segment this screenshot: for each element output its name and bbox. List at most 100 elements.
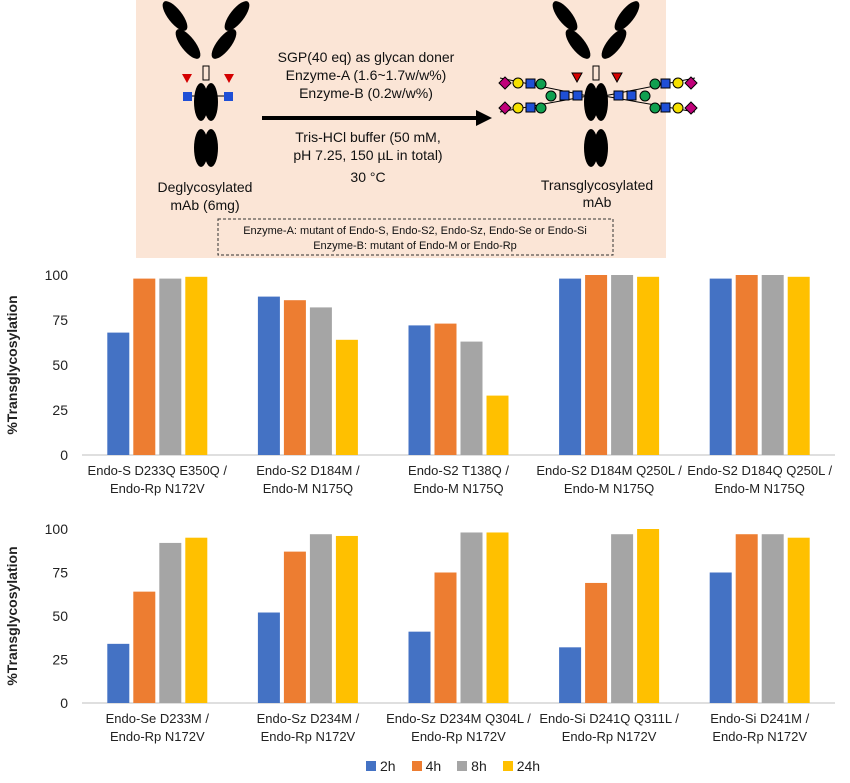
enzyme-note-line-1: Enzyme-A: mutant of Endo-S, Endo-S2, End… (243, 225, 587, 237)
bar-4h-3 (585, 275, 608, 455)
bar-2h-4 (709, 278, 732, 455)
bar-8h-2 (460, 532, 483, 703)
left-antibody-label-1: Deglycosylated (158, 179, 253, 195)
x-tick-label: Endo-Sz D234M Q304L / (386, 711, 531, 726)
bar-24h-3 (637, 276, 660, 455)
bar-8h-2 (460, 341, 483, 455)
y-tick-label: 0 (60, 695, 68, 711)
y-axis-label: %Transglycosylation (4, 546, 20, 685)
x-tick-label: Endo-Rp N172V (562, 729, 657, 744)
legend-item-2h: 2h (366, 758, 396, 774)
bar-4h-1 (283, 300, 306, 455)
x-tick-label: Endo-Se D233M / (106, 711, 210, 726)
bar-24h-2 (486, 395, 509, 455)
x-tick-label: Endo-M N175Q (715, 481, 805, 496)
enzyme-note-line-2: Enzyme-B: mutant of Endo-M or Endo-Rp (313, 240, 517, 252)
bar-2h-2 (408, 631, 431, 703)
legend-item-24h: 24h (502, 758, 540, 774)
bar-2h-3 (559, 278, 582, 455)
y-tick-label: 50 (52, 357, 68, 373)
bar-2h-2 (408, 325, 431, 455)
y-tick-label: 25 (52, 652, 68, 668)
right-antibody-label-2: mAb (583, 194, 612, 210)
bar-2h-0 (107, 643, 130, 703)
bar-chart-bottom: 0 25 50 75 100 %Transglycosylation Endo-Se D23… (4, 521, 835, 744)
bar-8h-4 (761, 534, 784, 703)
legend-item-4h: 4h (411, 758, 442, 774)
right-glycan-icons (498, 72, 698, 115)
bar-2h-4 (709, 572, 732, 703)
y-tick-label: 25 (52, 402, 68, 418)
legend-label: 2h (380, 758, 396, 774)
legend-swatch (457, 761, 468, 771)
x-tick-label: Endo-M N175Q (263, 481, 353, 496)
x-tick-label: Endo-Si D241Q Q311L / (539, 711, 679, 726)
bar-4h-1 (283, 551, 306, 703)
bar-4h-2 (434, 572, 457, 703)
condition-line-1: SGP(40 eq) as glycan doner (278, 49, 455, 65)
bar-2h-3 (559, 647, 582, 703)
bar-24h-4 (787, 537, 810, 703)
x-tick-label: Endo-Rp N172V (411, 729, 506, 744)
bar-24h-4 (787, 276, 810, 455)
y-tick-label: 75 (52, 565, 68, 581)
x-tick-label: Endo-Si D241M / (710, 711, 809, 726)
y-tick-label: 50 (52, 608, 68, 624)
y-tick-label: 100 (45, 521, 69, 537)
bar-4h-2 (434, 323, 457, 455)
bar-2h-0 (107, 332, 130, 455)
x-tick-label: Endo-Sz D234M / (257, 711, 360, 726)
bar-2h-1 (257, 296, 280, 455)
bar-8h-3 (611, 534, 634, 703)
bar-24h-1 (335, 339, 358, 455)
legend-label: 8h (471, 758, 487, 774)
legend-label: 4h (425, 758, 442, 774)
bar-24h-0 (185, 276, 208, 455)
bar-24h-0 (185, 537, 208, 703)
condition-line-5: pH 7.25, 150 µL in total) (293, 147, 442, 163)
legend-swatch (366, 761, 376, 771)
x-tick-label: Endo-S2 D184M / (256, 463, 360, 478)
bar-8h-0 (159, 278, 182, 455)
bar-8h-0 (159, 542, 182, 703)
bar-4h-0 (133, 591, 156, 703)
bar-4h-3 (585, 582, 608, 703)
x-tick-label: Endo-Rp N172V (110, 729, 205, 744)
reaction-arrowhead (476, 110, 492, 126)
y-tick-label: 0 (60, 447, 68, 463)
condition-line-2: Enzyme-A (1.6~1.7w/w%) (286, 67, 447, 83)
transglycosylated-antibody (552, 1, 640, 167)
left-glycan-icons (182, 74, 234, 101)
x-tick-label: Endo-S2 T138Q / (408, 463, 509, 478)
bar-4h-0 (133, 278, 156, 455)
x-tick-label: Endo-S D233Q E350Q / (88, 463, 228, 478)
condition-line-4: Tris-HCl buffer (50 mM, (295, 129, 440, 145)
bar-8h-1 (309, 534, 332, 703)
legend: 2h 4h 8h 24h (366, 756, 540, 776)
x-tick-label: Endo-Rp N172V (110, 481, 205, 496)
legend-item-8h: 8h (457, 758, 487, 774)
x-tick-label: Endo-M N175Q (413, 481, 503, 496)
y-axis-label: %Transglycosylation (4, 295, 20, 434)
bar-chart-top: 0 25 50 75 100 %Transglycosylation Endo-S D233… (4, 267, 835, 496)
deglycosylated-antibody (162, 1, 250, 167)
left-antibody-label-2: mAb (6mg) (170, 197, 239, 213)
bar-8h-1 (309, 307, 332, 455)
bar-8h-4 (761, 275, 784, 455)
bar-4h-4 (735, 534, 758, 703)
y-tick-label: 100 (45, 267, 69, 283)
bar-8h-3 (611, 275, 634, 455)
temperature-label: 30 °C (350, 169, 385, 185)
condition-line-3: Enzyme-B (0.2w/w%) (299, 85, 433, 101)
bar-4h-4 (735, 275, 758, 455)
x-tick-label: Endo-S2 D184M Q250L / (536, 463, 682, 478)
enzyme-note-box (217, 218, 614, 256)
bar-24h-1 (335, 535, 358, 703)
y-tick-label: 75 (52, 312, 68, 328)
right-antibody-label-1: Transglycosylated (541, 177, 653, 193)
bar-24h-3 (637, 529, 660, 703)
bar-2h-1 (257, 612, 280, 703)
bar-24h-2 (486, 532, 509, 703)
x-tick-label: Endo-Rp N172V (712, 729, 807, 744)
legend-swatch (502, 761, 513, 771)
